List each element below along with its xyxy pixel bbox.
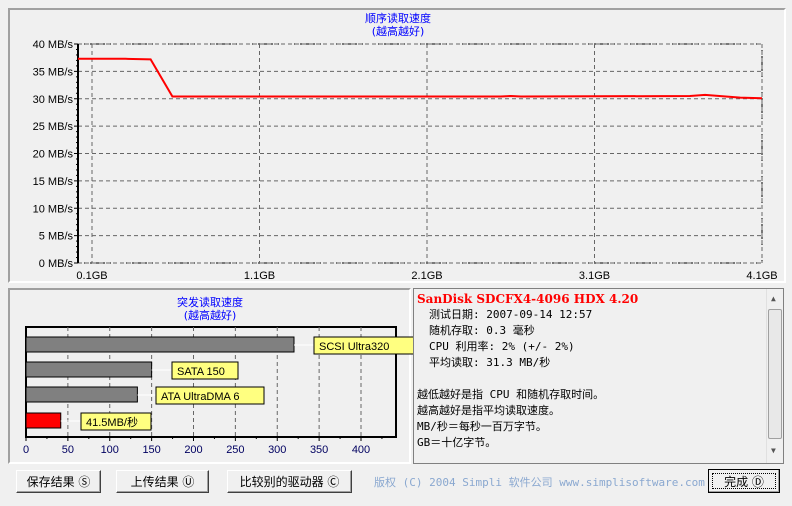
x-tick-label: 2.1GB (411, 270, 442, 282)
done-button[interactable]: 完成 Ⓓ (708, 469, 780, 493)
bar (25, 412, 62, 429)
note: GB＝十亿字节。 (417, 436, 497, 449)
note: MB/秒＝每秒一百万字节。 (417, 420, 547, 433)
y-tick-label: 25 MB/s (33, 121, 74, 133)
bar-label-box (155, 386, 265, 405)
bar-label-box (80, 412, 152, 431)
y-tick-label: 10 MB/s (33, 203, 74, 215)
test-date: 测试日期: 2007-09-14 12:57 (429, 308, 593, 321)
burst-title: 突发读取速度 (越高越好) (130, 296, 290, 322)
burst-subtitle-text: (越高越好) (183, 309, 237, 322)
x-tick-label: 4.1GB (746, 270, 777, 282)
results-textbox[interactable]: SanDisk SDCFX4-4096 HDX 4.20 测试日期: 2007-… (413, 288, 784, 464)
x-tick-label: 50 (62, 444, 74, 456)
bar-label-box (171, 361, 239, 380)
y-tick-label: 15 MB/s (33, 176, 74, 188)
sequential-read-chart: 0 MB/s 5 MB/s 10 MB/s 15 MB/s 20 MB/s 25 MB/s… (33, 39, 778, 282)
y-tick-label: 5 MB/s (39, 231, 74, 243)
x-tick-label: 400 (352, 444, 370, 456)
bar-label: ATA UltraDMA 6 (161, 391, 239, 403)
note: 越高越好是指平均读取速度。 (417, 404, 560, 417)
burst-title-text: 突发读取速度 (177, 296, 243, 309)
vertical-scrollbar[interactable]: ▲ ▼ (766, 289, 783, 463)
compare-drives-button[interactable]: 比较别的驱动器 Ⓒ (227, 470, 352, 493)
device-name: SanDisk SDCFX4-4096 HDX 4.20 (417, 292, 639, 306)
bar-label: 41.5MB/秒 (86, 415, 138, 429)
sequential-subtitle-text: (越高越好) (371, 25, 425, 38)
read-speed-line (77, 57, 763, 100)
x-tick-label: 0.1GB (76, 270, 107, 282)
y-tick-label: 20 MB/s (33, 149, 74, 161)
sequential-read-panel: 顺序读取速度 (越高越好) (8, 8, 786, 283)
random-access: 随机存取: 0.3 毫秒 (429, 324, 535, 337)
cpu-usage: CPU 利用率: 2% (+/- 2%) (429, 340, 575, 353)
upload-results-button[interactable]: 上传结果 Ⓤ (116, 470, 209, 493)
x-tick-label: 250 (226, 444, 244, 456)
save-results-button[interactable]: 保存结果 Ⓢ (16, 470, 101, 493)
copyright-text: 版权 (C) 2004 Simpli 软件公司 www.simplisoftwa… (374, 476, 705, 489)
average-read: 平均读取: 31.3 MB/秒 (429, 356, 551, 369)
x-tick-label: 1.1GB (244, 270, 275, 282)
x-tick-label: 150 (142, 444, 160, 456)
scroll-down-icon[interactable]: ▼ (771, 446, 776, 455)
bar-label: SATA 150 (177, 366, 225, 378)
scroll-up-icon[interactable]: ▲ (771, 294, 776, 303)
bar (25, 361, 153, 378)
sequential-title: 顺序读取速度 (越高越好) (310, 12, 486, 38)
note: 越低越好是指 CPU 和随机存取时间。 (417, 388, 605, 401)
bar (25, 386, 138, 403)
sequential-title-text: 顺序读取速度 (365, 12, 431, 25)
x-tick-label: 350 (310, 444, 328, 456)
scrollbar-thumb[interactable] (768, 309, 782, 439)
x-tick-label: 100 (101, 444, 119, 456)
plot-frame (25, 326, 397, 438)
y-tick-label: 35 MB/s (33, 66, 74, 78)
x-tick-label: 200 (184, 444, 202, 456)
bar (25, 336, 295, 353)
x-tick-label: 0 (23, 444, 29, 456)
y-tick-label: 40 MB/s (33, 39, 74, 51)
y-tick-label: 30 MB/s (33, 94, 74, 106)
x-tick-label: 3.1GB (579, 270, 610, 282)
plot-frame (77, 43, 763, 264)
y-tick-label: 0 MB/s (39, 258, 74, 270)
x-tick-label: 300 (268, 444, 286, 456)
bar-label: SCSI Ultra320 (319, 341, 389, 353)
burst-read-chart: 0 50 100 150 200 250 300 350 400 SCSI Ultra320 SAT… (23, 326, 416, 456)
